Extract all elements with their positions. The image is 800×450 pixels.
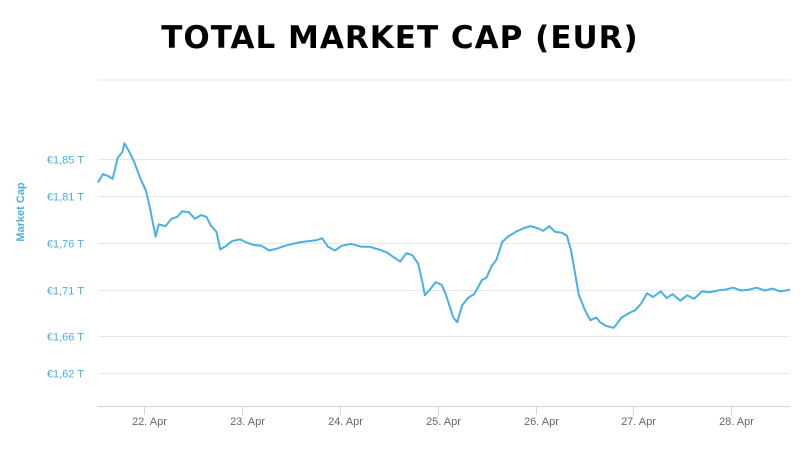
y-axis-label: Market Cap [15, 182, 27, 242]
x-tick-label: 25. Apr [426, 416, 461, 428]
y-tick-label: €1,71 T [47, 286, 84, 298]
series-layer [97, 142, 791, 329]
y-tick-label: €1,85 T [47, 155, 84, 167]
y-tick-label: €1,66 T [47, 332, 84, 344]
x-tick-label: 24. Apr [328, 416, 363, 428]
x-tick-label: 22. Apr [132, 416, 167, 428]
y-tick-label: €1,76 T [47, 239, 84, 251]
x-tick-label: 27. Apr [621, 416, 656, 428]
grid-lines [98, 79, 790, 374]
y-tick-label: €1,62 T [47, 369, 84, 381]
chart-title: TOTAL MARKET CAP (EUR) [161, 20, 639, 56]
x-tick-label: 26. Apr [524, 416, 559, 428]
x-tick-label: 28. Apr [719, 416, 754, 428]
series-line [97, 142, 791, 329]
x-tick-label: 23. Apr [230, 416, 265, 428]
y-tick-label: €1,81 T [47, 192, 84, 204]
x-axis: 22. Apr 23. Apr 24. Apr 25. Apr 26. Apr 27. A… [98, 406, 790, 428]
y-axis-ticks: €1,62 T €1,66 T €1,71 T €1,76 T €1,81 T €1,85… [47, 155, 84, 381]
